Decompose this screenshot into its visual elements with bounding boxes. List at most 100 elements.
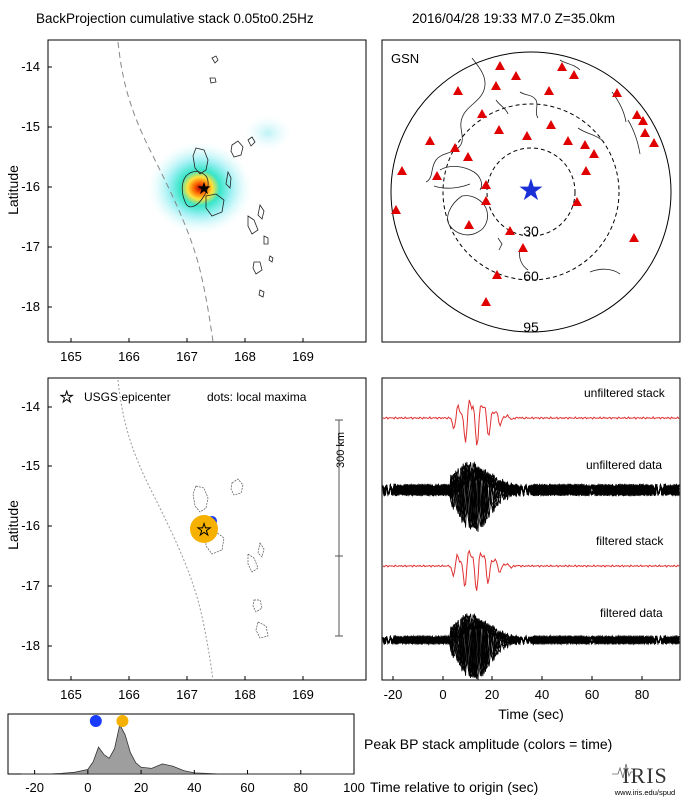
ring-30 (486, 147, 576, 237)
unfiltered-data-traces (382, 461, 680, 532)
x-tick: 0 (439, 687, 446, 702)
epicenter-star: ★ (196, 179, 211, 198)
lat-tick: -17 (21, 239, 40, 254)
station-marker (481, 180, 491, 189)
amplitude-area (21, 723, 354, 775)
iris-logo: IRIS www.iris.edu/spud (612, 763, 675, 797)
lower-lon-ticks: 165 166 167 168 169 (60, 687, 314, 702)
network-label: GSN (391, 51, 419, 66)
station-marker (640, 128, 650, 137)
station-marker (432, 171, 442, 180)
station-marker (544, 86, 554, 95)
bp-halo (244, 115, 292, 151)
amplitude-frame (7, 713, 355, 775)
data-trace (382, 618, 680, 677)
coastlines (425, 57, 641, 275)
x-tick: 100 (343, 780, 365, 795)
data-trace (383, 467, 680, 528)
lat-tick: -16 (21, 518, 40, 533)
lon-tick: 168 (234, 687, 256, 702)
amp-x-ticks: -20 0 20 40 60 80 100 (25, 780, 365, 795)
lon-tick: 167 (176, 349, 198, 364)
peak-time-marker (89, 715, 102, 727)
event-star: ★ (518, 174, 545, 207)
x-tick: 80 (635, 687, 649, 702)
logo-waveform (612, 763, 635, 779)
station-marker (463, 152, 473, 161)
bp-halo (148, 142, 252, 234)
trench-line (117, 379, 214, 681)
outer-ring (390, 51, 672, 333)
lon-tick: 167 (176, 687, 198, 702)
lat-tick: -16 (21, 179, 40, 194)
trace-label: unfiltered stack (584, 386, 666, 400)
peak-time-marker (116, 715, 129, 727)
station-marker (649, 138, 659, 147)
station-marker (589, 149, 599, 158)
ring-label: 95 (523, 319, 539, 335)
lon-tick: 166 (118, 349, 140, 364)
lat-tick: -14 (21, 399, 40, 414)
lat-tick: -14 (21, 59, 40, 74)
x-tick: 40 (535, 687, 549, 702)
seis-x-ticks: -20 0 20 40 60 80 (384, 687, 650, 702)
scale-label: 300 km (335, 432, 347, 468)
legend-dots: dots: local maxima (207, 390, 307, 404)
x-tick: -20 (384, 687, 403, 702)
map-ylabel: Latitude (5, 165, 21, 215)
lower-lat-ticks: -14 -15 -16 -17 -18 (21, 399, 40, 653)
station-marker (580, 140, 590, 149)
lon-tick: 169 (292, 349, 314, 364)
station-marker (546, 120, 556, 129)
station-marker (629, 233, 639, 242)
trace-label: filtered data (600, 606, 663, 620)
station-marker (581, 166, 591, 175)
station-marker (477, 109, 487, 118)
station-marker (494, 125, 504, 134)
x-tick: 20 (134, 780, 148, 795)
trace-label: unfiltered data (586, 458, 662, 472)
filtered-data-traces (382, 613, 680, 681)
x-tick: 60 (240, 780, 254, 795)
amp-xlabel: Time relative to origin (sec) (370, 779, 538, 795)
lat-tick: -15 (21, 119, 40, 134)
seis-xlabel: Time (sec) (498, 706, 564, 722)
x-tick: 60 (585, 687, 599, 702)
logo-url: www.iris.edu/spud (614, 788, 675, 797)
station-marker (453, 86, 463, 95)
backprojection-map: Latitude -14 -15 -16 -17 -18 165 166 167… (5, 39, 367, 364)
station-marker (391, 205, 401, 214)
station-marker (612, 88, 622, 97)
lat-tick: -18 (21, 299, 40, 314)
legend-star-icon: ★ (60, 389, 73, 406)
network-frame (381, 39, 681, 343)
ring-label: 30 (523, 223, 539, 239)
station-marker (518, 243, 528, 252)
lon-tick: 165 (60, 349, 82, 364)
lat-tick: -17 (21, 578, 40, 593)
station-marker (572, 197, 582, 206)
station-marker (495, 61, 505, 70)
island-outlines (192, 478, 269, 639)
unfiltered-stack-trace (382, 399, 680, 446)
x-tick: 0 (84, 780, 91, 795)
station-markers (391, 61, 659, 306)
station-marker (491, 81, 501, 90)
lat-tick: -15 (21, 458, 40, 473)
lower-map-ylabel: Latitude (5, 500, 21, 550)
ring-label: 60 (523, 268, 539, 284)
epicenter-star: ★ (197, 522, 211, 539)
lat-tick: -18 (21, 638, 40, 653)
x-tick: -20 (25, 780, 44, 795)
lower-map: Latitude -14 -15 -16 -17 -18 165 166 167… (5, 377, 367, 702)
station-marker (397, 166, 407, 175)
peak-amplitude-note: Peak BP stack amplitude (colors = time) (364, 736, 612, 752)
seismogram-panel: unfiltered stack unfiltered data filtere… (364, 377, 681, 752)
station-marker (557, 62, 567, 71)
filtered-stack-trace (382, 549, 680, 591)
station-marker (481, 297, 491, 306)
lon-tick: 166 (118, 687, 140, 702)
station-marker (511, 71, 521, 80)
amplitude-panel: -20 0 20 40 60 80 100 Time relative to o… (7, 713, 538, 795)
lon-tick: 169 (292, 687, 314, 702)
